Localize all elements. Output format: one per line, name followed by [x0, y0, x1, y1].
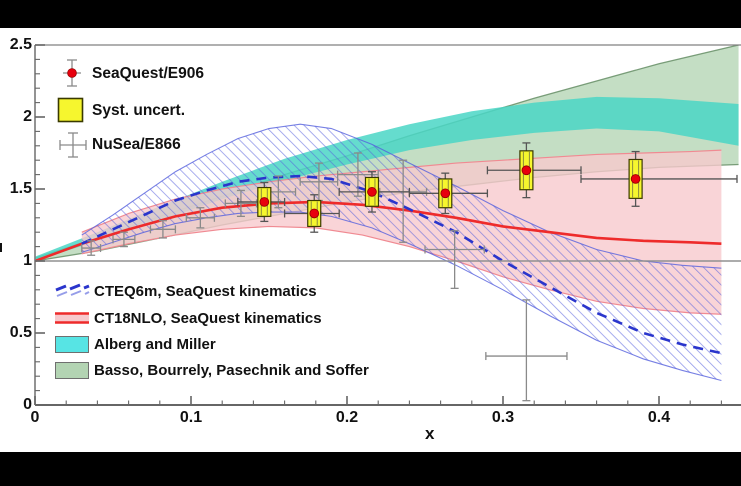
- legend-label-basso: Basso, Bourrely, Pasechnik and Soffer: [94, 362, 369, 379]
- y-tick-label: 0.5: [9, 324, 32, 341]
- y-tick-label: 2: [23, 108, 32, 125]
- legend-label-seaquest: SeaQuest/E906: [92, 65, 205, 82]
- y-tick-label: 2.5: [9, 36, 32, 53]
- x-tick-label: 0: [30, 409, 40, 426]
- y-tick-label: 1: [23, 252, 32, 269]
- legend-label-cteq6m: CTEQ6m, SeaQuest kinematics: [94, 283, 317, 300]
- ct18nlo-band-marker: [55, 312, 89, 324]
- x-tick-label: 0.1: [179, 409, 203, 426]
- basso-band-marker: [55, 362, 89, 379]
- x-tick-label: 0.2: [335, 409, 359, 426]
- x-tick-label: 0.4: [647, 409, 671, 426]
- syst-uncert-box-marker: [57, 97, 84, 123]
- y-axis-title-clipped: [0, 243, 2, 252]
- legend-label-alberg: Alberg and Miller: [94, 336, 216, 353]
- alberg-band-marker: [55, 336, 89, 353]
- nusea-cross-marker: [59, 132, 87, 158]
- y-tick-label: 1.5: [9, 180, 32, 197]
- legend-label-syst: Syst. uncert.: [92, 102, 186, 119]
- x-tick-label: 0.3: [491, 409, 515, 426]
- x-axis-title: x: [425, 424, 435, 443]
- seaquest-point-marker: [63, 59, 81, 87]
- y-tick-label: 0: [23, 396, 32, 413]
- legend-label-nusea: NuSea/E866: [92, 136, 181, 153]
- legend-label-ct18nlo: CT18NLO, SeaQuest kinematics: [94, 310, 322, 327]
- cteq6m-dashed-marker: [55, 283, 90, 297]
